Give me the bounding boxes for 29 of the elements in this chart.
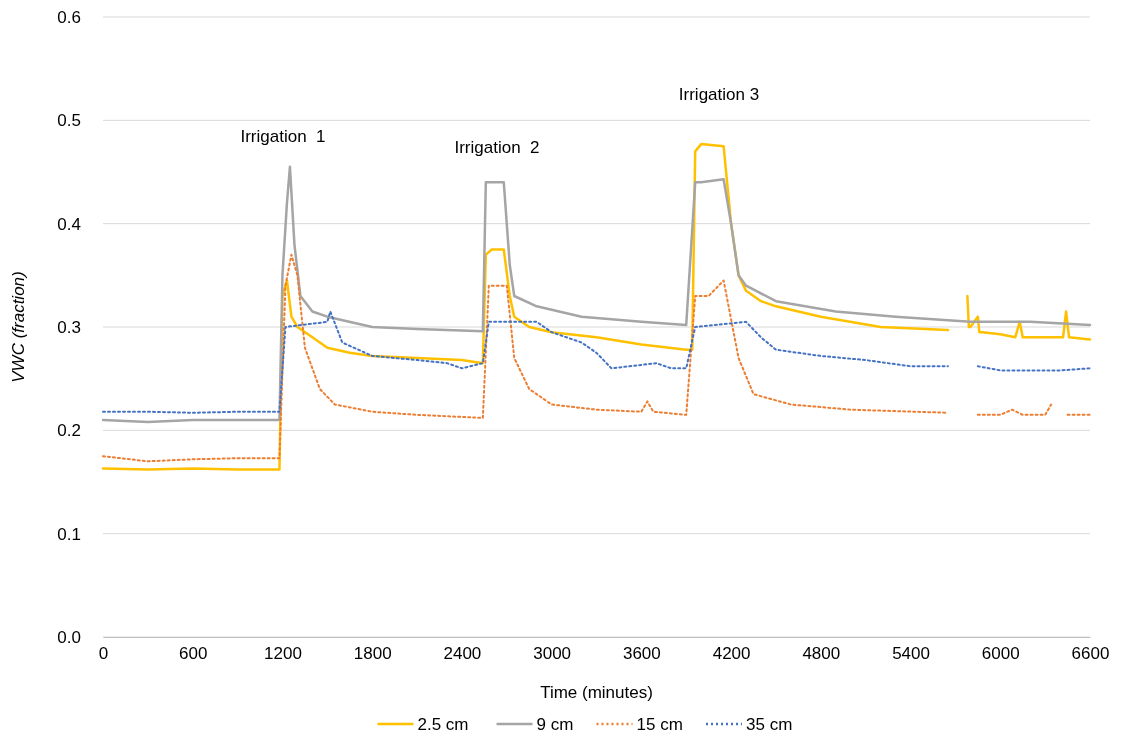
x-tick-label: 4200 bbox=[712, 644, 751, 664]
x-tick-label: 1800 bbox=[353, 644, 392, 664]
x-tick-label: 2400 bbox=[443, 644, 482, 664]
y-tick-label: 0.4 bbox=[57, 214, 81, 234]
legend-label: 15 cm bbox=[636, 715, 683, 734]
y-tick-label: 0.5 bbox=[57, 111, 81, 131]
legend-label: 35 cm bbox=[746, 715, 793, 734]
x-tick-label: 1200 bbox=[264, 644, 302, 664]
x-axis-title: Time (minutes) bbox=[540, 683, 653, 702]
annotation: Irrigation 1 bbox=[240, 127, 326, 146]
x-tick-label: 3600 bbox=[622, 644, 661, 664]
y-axis-title: VWC (fraction) bbox=[9, 271, 28, 383]
y-tick-label: 0.2 bbox=[57, 421, 81, 441]
x-tick-label: 5400 bbox=[892, 644, 930, 664]
y-tick-label: 0.1 bbox=[57, 524, 81, 544]
legend-label: 2.5 cm bbox=[417, 715, 469, 734]
y-tick-label: 0.3 bbox=[57, 317, 81, 337]
line-series bbox=[101, 165, 1092, 424]
x-tick-label: 600 bbox=[179, 644, 208, 664]
x-tick-label: 6000 bbox=[981, 644, 1020, 664]
annotation: Irrigation 2 bbox=[454, 138, 540, 157]
x-tick-label: 0 bbox=[98, 644, 109, 664]
y-tick-label: 0.6 bbox=[57, 7, 81, 27]
annotation: Irrigation 3 bbox=[678, 85, 760, 104]
legend-label: 9 cm bbox=[536, 715, 574, 734]
x-tick-label: 4800 bbox=[802, 644, 841, 664]
x-tick-label: 6600 bbox=[1071, 644, 1110, 664]
x-tick-label: 3000 bbox=[533, 644, 572, 664]
y-tick-label: 0.0 bbox=[57, 627, 81, 647]
